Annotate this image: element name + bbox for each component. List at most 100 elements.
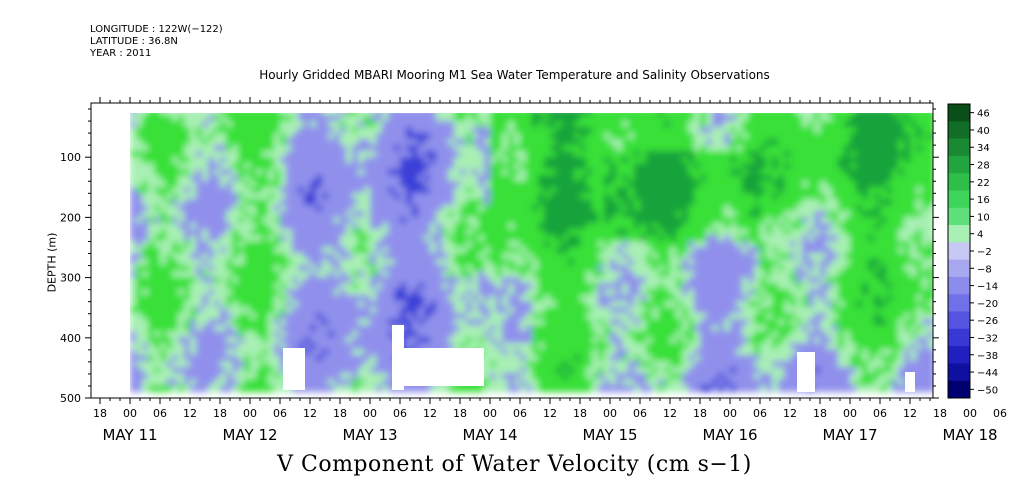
- x-hour-label: 00: [243, 407, 257, 420]
- x-date-label: MAY 11: [102, 426, 157, 444]
- x-hour-label: 00: [123, 407, 137, 420]
- x-hour-label: 00: [963, 407, 977, 420]
- missing-data-mask: [91, 103, 130, 398]
- x-hour-label: 18: [573, 407, 587, 420]
- colorbar-swatch: [948, 121, 970, 140]
- x-hour-label: 06: [633, 407, 647, 420]
- chart-title: Hourly Gridded MBARI Mooring M1 Sea Wate…: [259, 68, 770, 82]
- longitude-label: LONGITUDE : 122W(−122): [90, 24, 223, 35]
- colorbar-swatch: [948, 242, 970, 261]
- colorbar-swatch: [948, 380, 970, 399]
- y-tick-labels: 100 200 300 400 500: [60, 151, 81, 405]
- x-date-label: MAY 12: [222, 426, 277, 444]
- x-hour-label: 06: [513, 407, 527, 420]
- x-hour-label: 12: [183, 407, 197, 420]
- missing-data-mask: [905, 372, 915, 392]
- x-hour-label: 12: [903, 407, 917, 420]
- colorbar-label: −32: [977, 333, 998, 344]
- colorbar-swatch: [948, 276, 970, 295]
- colorbar-label: −44: [977, 368, 998, 379]
- y-tick-label: 100: [60, 151, 81, 164]
- colorbar-label: −50: [977, 385, 998, 396]
- y-tick-label: 400: [60, 332, 81, 345]
- variable-label: V Component of Water Velocity (cm s−1): [277, 452, 752, 477]
- y-tick-label: 200: [60, 211, 81, 224]
- x-hour-label: 12: [543, 407, 557, 420]
- colorbar-label: −26: [977, 316, 998, 327]
- x-hour-label: 00: [723, 407, 737, 420]
- colorbar-label: −2: [977, 247, 992, 258]
- x-hour-label: 00: [843, 407, 857, 420]
- colorbar-label: −20: [977, 299, 998, 310]
- x-hour-label: 06: [153, 407, 167, 420]
- colorbar-label: −38: [977, 351, 998, 362]
- x-hour-label: 06: [393, 407, 407, 420]
- colorbar-swatch: [948, 346, 970, 364]
- colorbar-label: 34: [977, 143, 990, 154]
- colorbar-swatch: [948, 190, 970, 209]
- x-hour-label: 12: [423, 407, 437, 420]
- colorbar-swatch: [948, 207, 970, 226]
- y-tick-label: 300: [60, 272, 81, 285]
- colorbar-swatch: [948, 259, 970, 278]
- x-hour-label: 06: [873, 407, 887, 420]
- x-hour-label: 18: [333, 407, 347, 420]
- x-hour-label: 00: [363, 407, 377, 420]
- y-tick-label: 500: [60, 392, 81, 405]
- missing-data-mask: [283, 348, 305, 390]
- colorbar-label: 4: [977, 230, 983, 241]
- colorbar-swatch: [948, 328, 970, 347]
- colorbar-label: −8: [977, 264, 992, 275]
- x-hour-label: 06: [753, 407, 767, 420]
- x-date-label: MAY 17: [822, 426, 877, 444]
- x-date-label: MAY 18: [942, 426, 997, 444]
- x-date-label: MAY 14: [462, 426, 517, 444]
- plot-frame: [90, 102, 934, 399]
- x-date-label: MAY 15: [582, 426, 637, 444]
- colorbar-swatch: [948, 363, 970, 382]
- x-date-label: MAY 13: [342, 426, 397, 444]
- x-hour-label: 12: [663, 407, 677, 420]
- colorbar-label: 10: [977, 212, 990, 223]
- x-hour-label: 12: [783, 407, 797, 420]
- colorbar-swatch: [948, 138, 970, 157]
- colorbar-label: −14: [977, 282, 998, 293]
- x-hour-label: 00: [603, 407, 617, 420]
- x-hour-labels: 18 00 06 12 18 00 06 12 18 00 06 12 18 00 06 12 18 00 06 12…: [93, 407, 1007, 420]
- colorbar-label: 22: [977, 178, 990, 189]
- x-hour-label: 00: [483, 407, 497, 420]
- x-hour-label: 06: [993, 407, 1007, 420]
- colorbar-swatch: [948, 294, 970, 313]
- x-hour-label: 18: [453, 407, 467, 420]
- colorbar-label: 46: [977, 109, 990, 120]
- colorbar-label: 40: [977, 126, 990, 137]
- missing-data-mask: [797, 352, 815, 392]
- colorbar-swatch: [948, 155, 970, 174]
- axis-ticks: [85, 97, 939, 404]
- colorbar-swatch: [948, 311, 970, 330]
- colorbar: 46 40 34 28 22 16 10 4 −2 −8 −14 −20 −26 −32 −38 −44 −50: [947, 103, 998, 399]
- x-hour-label: 18: [813, 407, 827, 420]
- x-hour-label: 18: [693, 407, 707, 420]
- heatmap-cells: [130, 109, 933, 393]
- colorbar-label: 16: [977, 195, 990, 206]
- x-hour-label: 18: [213, 407, 227, 420]
- heatmap-field: [130, 109, 933, 393]
- missing-data-mask: [404, 348, 484, 386]
- x-hour-label: 12: [303, 407, 317, 420]
- missing-data-mask: [130, 103, 933, 113]
- missing-data-mask: [392, 325, 404, 390]
- x-date-label: MAY 16: [702, 426, 757, 444]
- colorbar-label: 28: [977, 161, 990, 172]
- mooring-info: LONGITUDE : 122W(−122) LATITUDE : 36.8N …: [90, 24, 223, 60]
- colorbar-swatch: [948, 104, 970, 122]
- x-date-labels: MAY 11 MAY 12 MAY 13 MAY 14 MAY 15 MAY 16 MAY …: [102, 426, 997, 444]
- colorbar-swatch: [948, 173, 970, 191]
- x-hour-label: 18: [93, 407, 107, 420]
- x-hour-label: 18: [933, 407, 947, 420]
- x-hour-label: 06: [273, 407, 287, 420]
- colorbar-swatch: [948, 225, 970, 243]
- missing-data-masks: [91, 103, 933, 398]
- year-label: YEAR : 2011: [90, 48, 152, 59]
